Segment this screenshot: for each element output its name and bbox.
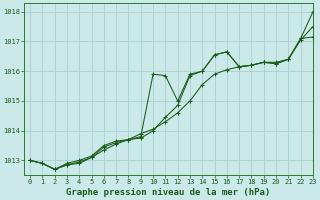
X-axis label: Graphe pression niveau de la mer (hPa): Graphe pression niveau de la mer (hPa) bbox=[66, 188, 271, 197]
